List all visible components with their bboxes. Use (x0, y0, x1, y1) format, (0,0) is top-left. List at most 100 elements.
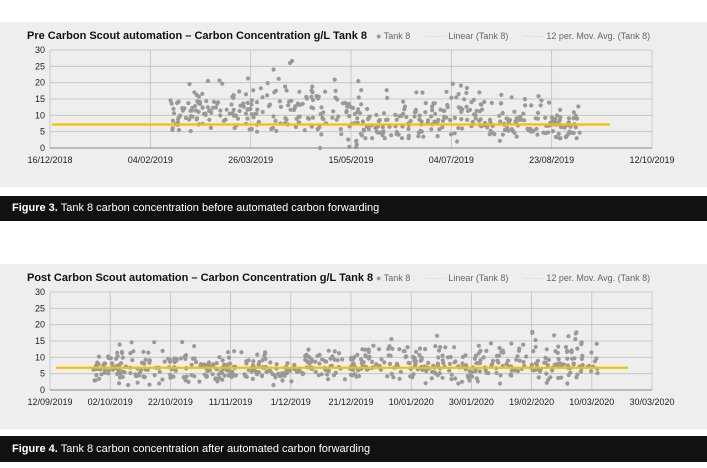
data-point (128, 351, 133, 356)
data-point (152, 373, 157, 378)
data-point (556, 344, 561, 349)
data-point (108, 356, 113, 361)
data-point (349, 355, 354, 360)
data-point (251, 115, 256, 120)
data-point (265, 81, 270, 86)
data-point (387, 124, 392, 129)
data-point (387, 344, 392, 349)
data-point (594, 356, 599, 361)
data-point (423, 381, 428, 386)
x-tick-label: 12/09/2019 (27, 397, 72, 407)
y-tick-label: 5 (40, 369, 45, 379)
data-point (340, 357, 345, 362)
data-point (542, 360, 547, 365)
data-point (203, 111, 208, 116)
data-point (218, 369, 223, 374)
data-point (187, 117, 192, 122)
data-point (391, 375, 396, 380)
data-point (217, 78, 222, 83)
data-point (186, 101, 191, 106)
y-tick-label: 30 (35, 45, 45, 55)
data-point (524, 354, 529, 359)
data-point (313, 359, 318, 364)
data-point (243, 92, 249, 97)
data-point (249, 112, 254, 117)
data-point (571, 130, 576, 136)
data-point (197, 379, 202, 384)
data-point (464, 363, 469, 368)
data-point (147, 382, 152, 387)
data-point (335, 97, 340, 102)
data-point (460, 126, 465, 131)
data-point (332, 77, 337, 82)
data-point (303, 357, 308, 362)
data-point (385, 95, 390, 101)
data-point (465, 373, 470, 379)
data-point (316, 373, 321, 378)
legend-linear-marker: ······· (424, 31, 446, 41)
data-point (456, 105, 461, 110)
data-point (566, 116, 572, 121)
data-point (130, 358, 135, 363)
y-tick-label: 10 (35, 110, 45, 120)
data-point (474, 108, 479, 113)
y-tick-label: 15 (35, 336, 45, 346)
data-point (244, 361, 249, 366)
data-point (339, 132, 344, 137)
data-point (498, 119, 503, 124)
data-point (423, 347, 428, 352)
data-point (470, 374, 475, 379)
data-point (237, 108, 242, 114)
data-point (533, 338, 538, 343)
data-point (414, 349, 419, 354)
data-point (535, 132, 540, 137)
data-point (448, 118, 453, 123)
data-point (442, 115, 447, 120)
data-point (170, 126, 175, 131)
data-point (432, 119, 437, 124)
data-point (557, 136, 562, 141)
data-point (401, 99, 406, 104)
data-point (176, 117, 181, 122)
data-point (210, 105, 216, 110)
figure-caption-4: Figure 4. Tank 8 carbon concentration af… (0, 436, 707, 462)
data-point (182, 106, 187, 111)
data-point (268, 369, 273, 374)
data-point (557, 118, 562, 123)
legend-mavg-label: 12 per. Mov. Avg. (Tank 8) (546, 273, 651, 283)
data-point (251, 363, 256, 368)
data-point (360, 119, 365, 124)
data-point (171, 106, 176, 111)
data-point (140, 360, 145, 365)
data-point (188, 114, 193, 119)
data-point (458, 83, 463, 88)
data-point (436, 355, 441, 360)
data-point (371, 343, 376, 348)
data-point (178, 356, 183, 361)
data-point (301, 371, 306, 376)
data-point (469, 100, 474, 105)
data-point (535, 116, 541, 121)
data-point (565, 381, 570, 386)
data-point (126, 382, 131, 388)
data-point (404, 114, 409, 120)
data-point (499, 349, 504, 355)
data-point (514, 134, 519, 139)
data-point (570, 356, 575, 361)
data-point (566, 334, 571, 339)
data-point (315, 95, 320, 100)
data-point (287, 99, 292, 104)
data-point (296, 115, 301, 120)
chart-panel-post: Post Carbon Scout automation – Carbon Co… (0, 264, 707, 429)
data-point (115, 371, 120, 377)
data-point (366, 347, 371, 352)
legend-linear-label: Linear (Tank 8) (448, 31, 509, 41)
data-point (456, 125, 461, 131)
data-point (271, 67, 276, 72)
data-point (225, 350, 231, 355)
data-point (498, 381, 503, 386)
data-point (330, 115, 335, 120)
data-point (563, 135, 569, 140)
data-point (323, 367, 328, 373)
data-point (210, 372, 215, 377)
